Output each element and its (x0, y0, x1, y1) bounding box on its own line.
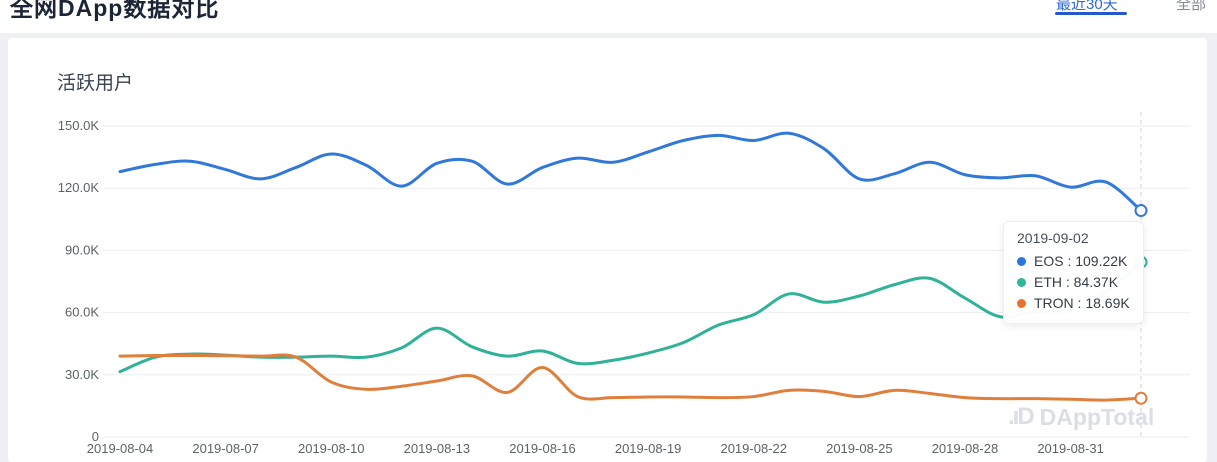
x-tick-label: 2019-08-10 (298, 441, 365, 456)
tron-series-dot-icon (1017, 299, 1026, 308)
tooltip-row-tron: TRON : 18.69K (1017, 293, 1130, 314)
eos-endpoint-marker (1134, 204, 1148, 218)
chart-title: 活跃用户 (57, 73, 134, 94)
watermark-text: DAppTotal (1039, 403, 1155, 430)
tooltip-row-label-eos: EOS : 109.22K (1034, 253, 1128, 269)
tooltip-row-label-eth: ETH : 84.37K (1034, 274, 1119, 290)
page-header: 全网DApp数据对比 最近30天 全部 (0, 0, 1217, 33)
x-tick-label: 2019-08-25 (826, 441, 893, 456)
x-tick-label: 2019-08-28 (932, 441, 999, 456)
x-tick-label: 2019-08-07 (192, 441, 259, 456)
x-tick-label: 2019-08-04 (87, 441, 154, 456)
x-tick-label: 2019-08-13 (404, 441, 471, 456)
tab-all[interactable]: 全部 (1176, 0, 1207, 13)
dapptotal-logo-icon: .ıD (1008, 403, 1035, 430)
active-tab-indicator (1055, 12, 1127, 15)
tooltip-row-eos: EOS : 109.22K (1017, 251, 1130, 272)
x-tick-label: 2019-08-19 (615, 441, 682, 456)
y-tick-label: 0 (92, 429, 99, 444)
y-tick-label: 150.0K (58, 118, 100, 133)
tab-recent-30-days[interactable]: 最近30天 (1056, 0, 1118, 13)
tron-line (118, 353, 1143, 402)
x-tick-label: 2019-08-16 (509, 441, 576, 456)
page-title: 全网DApp数据对比 (10, 0, 220, 21)
y-tick-label: 120.0K (58, 180, 100, 195)
tooltip-row-label-tron: TRON : 18.69K (1034, 295, 1130, 311)
dapptotal-watermark: .ıD DAppTotal (1008, 403, 1154, 431)
y-tick-label: 60.0K (65, 305, 99, 320)
tron-endpoint-marker (1134, 391, 1148, 405)
y-tick-label: 30.0K (65, 367, 99, 382)
chart-tooltip: 2019-09-02 EOS : 109.22K ETH : 84.37K TR… (1003, 221, 1144, 324)
eth-series-dot-icon (1017, 278, 1026, 287)
tooltip-date: 2019-09-02 (1017, 230, 1089, 246)
x-tick-label: 2019-08-31 (1037, 441, 1104, 456)
y-tick-label: 90.0K (65, 242, 99, 257)
x-tick-label: 2019-08-22 (720, 441, 787, 456)
tooltip-row-eth: ETH : 84.37K (1017, 272, 1130, 293)
eos-line (118, 131, 1143, 213)
eos-series-dot-icon (1017, 257, 1026, 266)
